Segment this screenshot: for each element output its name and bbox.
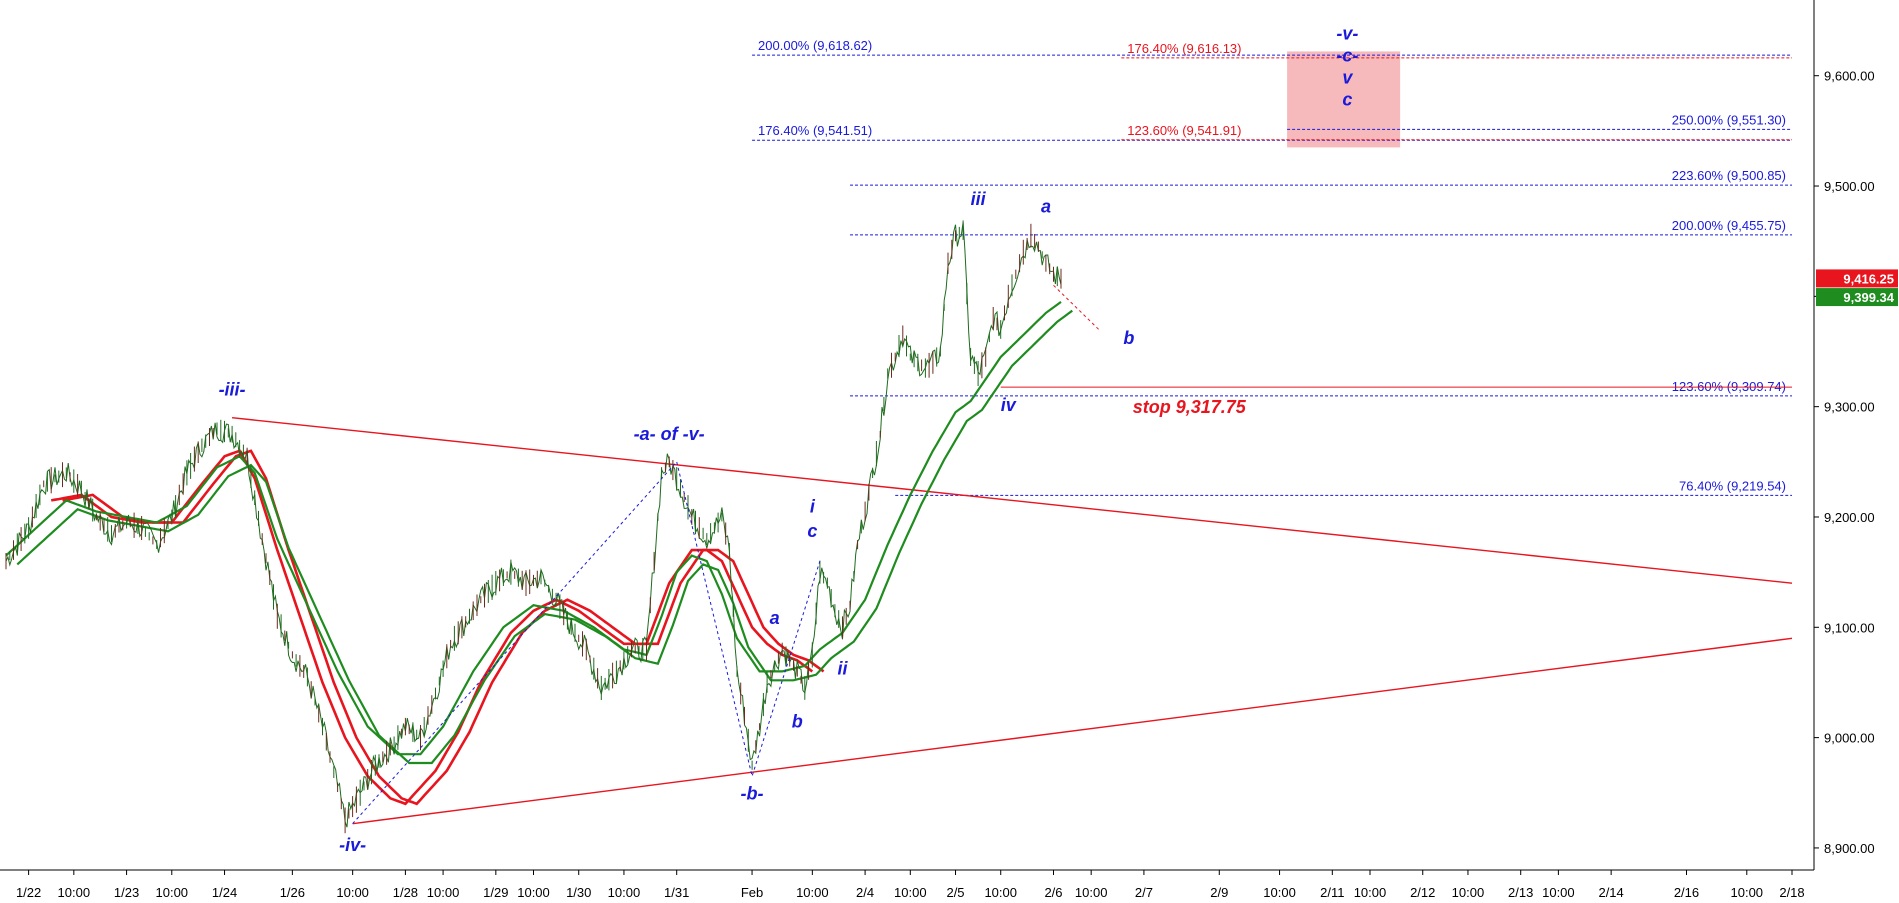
x-tick-label: 1/30 — [566, 885, 591, 900]
wave-label: ii — [837, 659, 848, 679]
x-tick-label: 2/12 — [1410, 885, 1435, 900]
x-tick-label: 1/24 — [212, 885, 237, 900]
fib-level-label: 176.40% (9,616.13) — [1127, 41, 1241, 56]
x-tick-label: 1/26 — [280, 885, 305, 900]
x-tick-label: 10:00 — [1354, 885, 1387, 900]
x-tick-label: 2/16 — [1674, 885, 1699, 900]
x-tick-label: 2/13 — [1508, 885, 1533, 900]
x-tick-label: 10:00 — [894, 885, 927, 900]
red-moving-average-slow — [62, 449, 825, 806]
trendline-lower — [352, 637, 1793, 825]
moving-averages-layer — [5, 301, 1073, 806]
x-tick-label: 10:00 — [517, 885, 550, 900]
y-tick-label: 9,600.00 — [1824, 69, 1875, 84]
x-tick-label: 2/14 — [1598, 885, 1623, 900]
green-moving-average-slow — [16, 309, 1073, 765]
wave-label: iv — [1001, 395, 1017, 415]
target-zone-layer — [1287, 51, 1401, 148]
fib-level-label: 200.00% (9,618.62) — [758, 38, 872, 53]
fib-level-label: 250.00% (9,551.30) — [1672, 112, 1786, 127]
x-tick-label: 10:00 — [336, 885, 369, 900]
x-tick-label: 10:00 — [1075, 885, 1108, 900]
y-tick-label: 9,100.00 — [1824, 620, 1875, 635]
fib-level-label: 176.40% (9,541.51) — [758, 123, 872, 138]
x-tick-label: 1/23 — [114, 885, 139, 900]
wave-label: -iii- — [219, 380, 246, 400]
x-tick-label: 1/31 — [664, 885, 689, 900]
x-tick-label: 10:00 — [984, 885, 1017, 900]
x-tick-label: 10:00 — [427, 885, 460, 900]
target-zone-box — [1287, 51, 1401, 148]
x-tick-label: 2/6 — [1044, 885, 1062, 900]
x-tick-label: 10:00 — [1542, 885, 1575, 900]
wave-label: iii — [971, 189, 987, 209]
y-tick-label: 9,200.00 — [1824, 510, 1875, 525]
stop-label: stop 9,317.75 — [1133, 397, 1247, 417]
wave-label: a — [770, 608, 780, 628]
fib-level-label: 123.60% (9,309.74) — [1672, 379, 1786, 394]
x-tick-label: 10:00 — [608, 885, 641, 900]
y-tick-label: 9,500.00 — [1824, 179, 1875, 194]
x-tick-label: 10:00 — [1731, 885, 1764, 900]
wave-label: -b- — [741, 783, 764, 803]
x-tick-label: 1/28 — [393, 885, 418, 900]
last-price-label: 9,399.34 — [1843, 290, 1894, 305]
x-tick-label: 2/18 — [1779, 885, 1804, 900]
fib-level-label: 76.40% (9,219.54) — [1679, 478, 1786, 493]
x-tick-label: 1/29 — [483, 885, 508, 900]
wave-label: c — [1342, 89, 1352, 109]
wave-label: -a- of -v- — [634, 424, 705, 444]
x-tick-label: 2/5 — [946, 885, 964, 900]
red-moving-average-fast — [50, 449, 814, 806]
trendlines-layer — [232, 416, 1793, 825]
wave-label: v — [1342, 67, 1353, 87]
x-tick-label: 2/4 — [856, 885, 874, 900]
x-tick-label: Feb — [741, 885, 763, 900]
y-tick-label: 9,000.00 — [1824, 731, 1875, 746]
x-tick-label: 10:00 — [58, 885, 91, 900]
trendline-upper — [232, 416, 1793, 584]
wave-paths-layer — [352, 284, 1100, 825]
wave-label: i — [810, 497, 816, 517]
last-price-tag — [1816, 269, 1898, 288]
x-tick-label: 10:00 — [156, 885, 189, 900]
fib-level-label: 223.60% (9,500.85) — [1672, 168, 1786, 183]
fib-level-label: 123.60% (9,541.91) — [1127, 123, 1241, 138]
x-tick-label: 10:00 — [1263, 885, 1296, 900]
y-tick-label: 9,300.00 — [1824, 400, 1875, 415]
wave-label: b — [792, 712, 803, 732]
wave-path — [352, 460, 821, 825]
x-tick-label: 10:00 — [1452, 885, 1485, 900]
last-price-tag — [1816, 288, 1898, 307]
fib-level-label: 200.00% (9,455.75) — [1672, 218, 1786, 233]
wave-label: a — [1041, 197, 1051, 217]
x-tick-label: 2/7 — [1135, 885, 1153, 900]
x-tick-label: 10:00 — [796, 885, 829, 900]
x-tick-label: 2/11 — [1320, 885, 1344, 900]
x-tick-label: 1/22 — [16, 885, 41, 900]
wave-path — [1053, 284, 1100, 330]
price-series-layer — [5, 220, 1062, 834]
last-price-label: 9,416.25 — [1843, 271, 1894, 286]
wave-label: c — [807, 521, 817, 541]
wave-label: -v- — [1336, 23, 1358, 43]
x-tick-label: 2/9 — [1210, 885, 1228, 900]
y-tick-label: 8,900.00 — [1824, 841, 1875, 856]
wave-label: -c- — [1336, 45, 1358, 65]
wave-label: -iv- — [339, 835, 366, 855]
green-moving-average-fast — [5, 301, 1062, 756]
wave-label: b — [1123, 328, 1134, 348]
fibonacci-levels-layer: 200.00% (9,618.62) 176.40% (9,541.51) 250.… — [752, 38, 1792, 496]
